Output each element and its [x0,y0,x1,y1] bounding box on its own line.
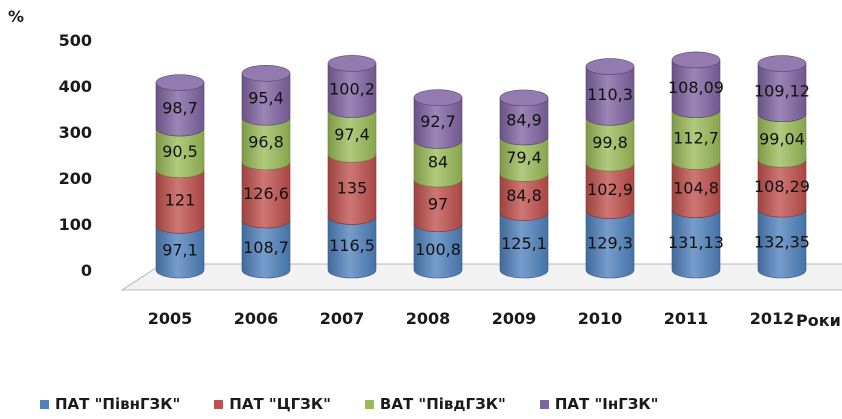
legend-swatch [214,399,224,409]
data-label: 102,9 [587,180,633,199]
x-tick-label: 2012 [750,309,795,328]
data-label: 129,3 [587,233,633,252]
x-tick-label: 2008 [406,309,451,328]
data-label: 84,8 [506,186,542,205]
legend-label: ПАТ "ЦГЗК" [229,395,331,413]
bar-top-cap [327,55,377,72]
y-tick-label: 400 [59,77,92,96]
data-label: 121 [165,191,196,210]
data-label: 100,8 [415,240,461,259]
x-tick-label: 2006 [234,309,279,328]
bar-top-cap [241,65,291,82]
data-label: 135 [337,178,368,197]
y-tick-label: 500 [59,31,92,50]
data-label: 97,4 [334,125,370,144]
data-label: 79,4 [506,148,542,167]
data-label: 131,13 [668,233,724,252]
bar-stack-2005 [155,74,205,279]
data-label: 110,3 [587,85,633,104]
data-label: 84 [428,153,448,172]
legend-label: ВАТ "ПівдГЗК" [379,395,506,413]
bar-top-cap [757,55,807,72]
data-label: 95,4 [248,88,284,107]
legend-item: ВАТ "ПівдГЗК" [364,395,506,413]
data-label: 104,8 [673,179,719,198]
data-label: 97 [428,194,448,213]
data-label: 108,29 [754,177,810,196]
bar-segment [757,55,807,123]
data-label: 108,7 [243,238,289,257]
y-tick-label: 200 [59,169,92,188]
bar-top-cap [671,51,721,69]
data-label: 92,7 [420,112,456,131]
bar-segment [671,51,721,118]
bar-stack-2008 [413,89,463,279]
y-tick-label: 300 [59,123,92,142]
legend-item: ПАТ "ПівнГЗК" [40,395,180,413]
x-tick-label: 2009 [492,309,537,328]
bar-top-cap [499,89,549,107]
bar-stack-2007 [327,55,377,279]
data-label: 108,09 [668,78,724,97]
data-label: 99,04 [759,130,805,149]
bar-segment [241,65,291,126]
data-label: 116,5 [329,236,375,255]
bar-segment [585,58,635,126]
y-axis-label: % [8,7,24,26]
bar-stack-2011 [671,51,721,279]
data-label: 96,8 [248,132,284,151]
data-label: 112,7 [673,129,719,148]
data-label: 84,9 [506,110,542,129]
data-label: 132,35 [754,233,810,252]
x-tick-label: 2010 [578,309,623,328]
bar-top-cap [413,89,463,107]
x-tick-label: 2005 [148,309,193,328]
bar-top-cap [155,74,205,91]
bar-segment [499,89,549,146]
stacked-cylinder-chart: 0 100 200 300 400 500% 2005 2006 2007 2008 2009 201… [8,7,842,330]
bar-stack-2012 [757,55,807,279]
bar-stack-2006 [241,65,291,279]
legend-swatch [364,399,374,409]
bar-segment [413,89,463,149]
legend-label: ПАТ "ІнГЗК" [554,395,659,413]
bar-top-cap [585,58,635,75]
data-label: 100,2 [329,79,375,98]
data-label: 126,6 [243,184,289,203]
data-label: 98,7 [162,98,198,117]
legend-item: ПАТ "ЦГЗК" [214,395,331,413]
data-label: 90,5 [162,142,198,161]
chart-legend: ПАТ "ПівнГЗК" ПАТ "ЦГЗК" ВАТ "ПівдГЗК" ПАТ … [40,395,659,413]
legend-item: ПАТ "ІнГЗК" [539,395,659,413]
bar-stack-2010 [585,58,635,279]
x-axis-label: Роки [796,311,841,330]
x-tick-label: 2007 [320,309,365,328]
chart-floor [120,263,842,291]
y-tick-label: 100 [59,215,92,234]
x-tick-label: 2011 [664,309,709,328]
bar-segment [155,74,205,137]
legend-swatch [539,399,549,409]
data-label: 97,1 [162,241,198,260]
data-label: 125,1 [501,234,547,253]
legend-label: ПАТ "ПівнГЗК" [55,395,181,413]
data-label: 99,8 [592,133,628,152]
legend-swatch [40,399,49,409]
data-label: 109,12 [754,82,810,101]
bar-stack-2009 [499,89,549,279]
y-tick-label: 0 [81,261,92,280]
bar-segment [327,55,377,118]
